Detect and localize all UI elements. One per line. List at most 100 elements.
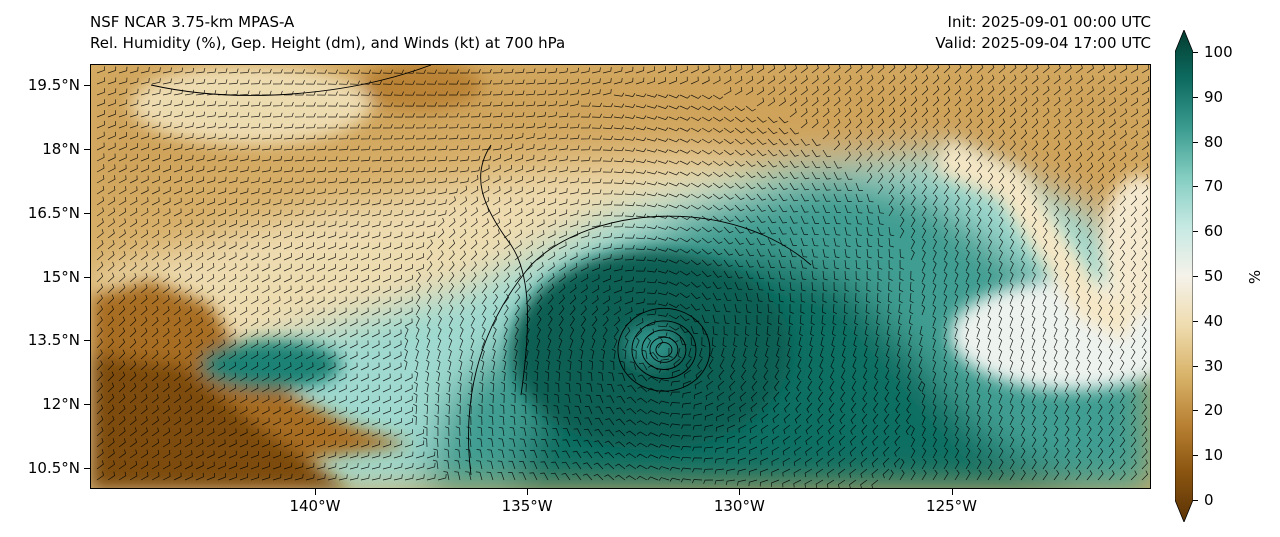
wind-barb [250, 439, 259, 448]
wind-barb [1053, 96, 1061, 107]
wind-barb [668, 226, 680, 231]
wind-barb [624, 276, 635, 283]
wind-barb [554, 382, 560, 393]
wind-barb [797, 347, 802, 359]
wind-barb [1130, 293, 1136, 305]
wind-barb [272, 406, 281, 415]
wind-barb [811, 270, 818, 281]
wind-barb [608, 372, 615, 382]
wind-barb [1053, 392, 1058, 404]
wind-barb [921, 85, 929, 96]
wind-barb [569, 67, 580, 74]
wind-barb [1075, 425, 1081, 437]
wind-barb [217, 428, 226, 437]
colorbar-tick-label: 50 [1204, 267, 1224, 285]
wind-barb [294, 69, 305, 74]
wind-barb [96, 66, 106, 74]
wind-barb [1064, 227, 1070, 239]
wind-barb [1031, 173, 1038, 184]
wind-barb [393, 91, 404, 96]
wind-barb [1097, 370, 1103, 382]
wind-barb [140, 251, 148, 261]
wind-barb [638, 362, 648, 371]
wind-barb [580, 113, 591, 118]
wind-barb [894, 446, 901, 457]
wind-barb [371, 242, 381, 250]
wind-barb [349, 91, 360, 96]
wind-barb [162, 338, 170, 349]
wind-barb [437, 177, 448, 184]
wind-barb [598, 371, 604, 382]
wind-barb [821, 314, 826, 326]
wind-barb [739, 391, 747, 402]
wind-barb [965, 96, 973, 107]
wind-barb [349, 145, 360, 151]
wind-barb [1141, 152, 1149, 162]
wind-barb [1086, 315, 1091, 327]
wind-barb [844, 151, 851, 162]
wind-barb [173, 416, 182, 426]
wind-barb [646, 225, 658, 230]
wind-barb [1097, 282, 1103, 294]
wind-barb [921, 107, 929, 118]
wind-barb [558, 273, 566, 283]
wind-barb [756, 292, 763, 302]
wind-barb [558, 262, 567, 272]
wind-barb [393, 462, 403, 470]
wind-barb [965, 205, 971, 217]
wind-barb [613, 168, 625, 173]
wind-barb [624, 103, 636, 108]
wind-barb [261, 101, 272, 107]
wind-barb [658, 400, 670, 405]
wind-barb [284, 69, 294, 74]
wind-barb [671, 369, 681, 377]
wind-barb [877, 74, 885, 85]
wind-barb [459, 112, 470, 118]
colorbar-tick-mark [1193, 96, 1198, 98]
wind-barb [668, 66, 677, 74]
wind-barb [668, 193, 680, 198]
wind-barb [327, 296, 336, 305]
wind-barb [184, 230, 193, 239]
wind-barb [1130, 75, 1139, 85]
wind-barb [733, 336, 738, 348]
wind-barb [206, 461, 215, 470]
wind-barb [932, 469, 938, 481]
wind-barb [503, 315, 509, 327]
wind-barb [745, 215, 755, 223]
wind-barb [437, 167, 448, 173]
wind-barb [316, 318, 325, 327]
wind-barb [217, 273, 226, 283]
wind-barb [595, 406, 604, 415]
wind-barb [602, 114, 614, 119]
wind-barb [712, 171, 724, 178]
wind-barb [151, 186, 160, 195]
wind-barb [853, 325, 858, 337]
wind-barb [140, 143, 149, 151]
wind-barb [1086, 459, 1093, 470]
wind-barb [338, 406, 347, 415]
wind-barb [657, 338, 664, 349]
wind-barb [1097, 403, 1103, 415]
wind-barb [558, 283, 566, 294]
wind-barb [283, 406, 292, 415]
wind-barb [184, 219, 193, 228]
wind-barb [217, 439, 226, 448]
wind-barb [587, 371, 593, 382]
wind-barb [195, 350, 203, 360]
wind-barb [1086, 260, 1092, 272]
wind-barb [877, 151, 884, 162]
wind-barb [448, 188, 458, 195]
wind-barb [782, 457, 791, 466]
wind-barb [1141, 173, 1149, 184]
wind-barb [162, 349, 170, 360]
wind-barb [118, 404, 126, 415]
wind-barb [1042, 458, 1048, 470]
wind-barb [737, 457, 747, 465]
wind-barb [1042, 392, 1047, 404]
colorbar-tick-mark [1193, 410, 1198, 412]
wind-barb [1031, 249, 1037, 261]
wind-barb [228, 428, 237, 437]
wind-barb [1031, 195, 1038, 206]
wind-barb [635, 267, 646, 272]
